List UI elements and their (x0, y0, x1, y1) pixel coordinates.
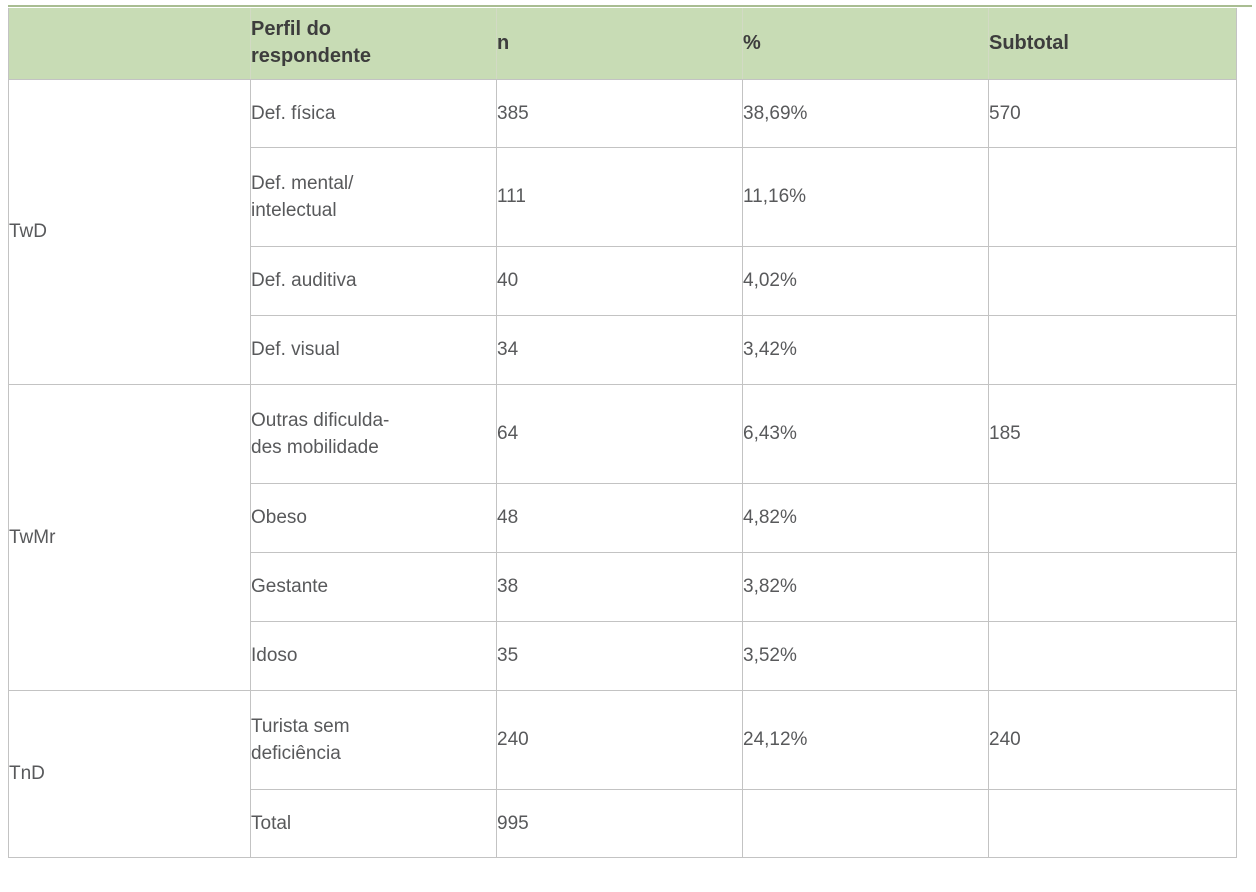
cell-n: 64 (496, 383, 743, 484)
header-cell-n: n (496, 8, 743, 80)
table-row: TnD Turista sem deficiência 240 24,12% 2… (8, 689, 1237, 858)
table-top-border (8, 5, 1252, 7)
cell-perfil: Idoso (250, 620, 497, 691)
cell-pct (742, 788, 989, 858)
cell-perfil: Obeso (250, 482, 497, 553)
cell-pct: 3,42% (742, 314, 989, 385)
cell-pct: 3,82% (742, 551, 989, 622)
cell-subtotal (988, 551, 1237, 622)
cell-subtotal: 240 (988, 689, 1237, 790)
table-row: Def. mental/ intelectual 111 11,16% (9, 146, 1237, 247)
cell-n: 40 (496, 245, 743, 316)
cell-subtotal (988, 788, 1237, 858)
header-cell-perfil: Perfil do respondente (250, 8, 497, 80)
cell-n: 38 (496, 551, 743, 622)
cell-n: 995 (496, 788, 743, 858)
cell-n: 111 (496, 146, 743, 247)
cell-pct: 24,12% (742, 689, 989, 790)
cell-subtotal: 570 (988, 78, 1237, 148)
cell-pct: 6,43% (742, 383, 989, 484)
cell-perfil: Def. mental/ intelectual (250, 146, 497, 247)
cell-perfil: Def. visual (250, 314, 497, 385)
group-cell-twd: TwD (8, 78, 251, 385)
cell-perfil: Def. auditiva (250, 245, 497, 316)
cell-n: 35 (496, 620, 743, 691)
cell-n: 385 (496, 78, 743, 148)
respondent-profile-table: Perfil do respondente n % Subtotal TwD D… (8, 8, 1237, 858)
cell-pct: 4,02% (742, 245, 989, 316)
cell-n: 240 (496, 689, 743, 790)
table-row: Total 995 (9, 788, 1237, 858)
cell-pct: 3,52% (742, 620, 989, 691)
cell-n: 48 (496, 482, 743, 553)
cell-perfil: Outras dificulda- des mobilidade (250, 383, 497, 484)
cell-perfil: Total (250, 788, 497, 858)
table-row: Gestante 38 3,82% (9, 551, 1237, 622)
header-cell-subtotal: Subtotal (988, 8, 1237, 80)
table-row: Def. visual 34 3,42% (9, 314, 1237, 385)
cell-pct: 4,82% (742, 482, 989, 553)
group-cell-tnd: TnD (8, 689, 251, 858)
cell-subtotal (988, 620, 1237, 691)
cell-subtotal (988, 314, 1237, 385)
cell-perfil: Gestante (250, 551, 497, 622)
cell-subtotal: 185 (988, 383, 1237, 484)
cell-subtotal (988, 245, 1237, 316)
header-cell-pct: % (742, 8, 989, 80)
table-row: Def. auditiva 40 4,02% (9, 245, 1237, 316)
cell-n: 34 (496, 314, 743, 385)
table-wrapper: Perfil do respondente n % Subtotal TwD D… (8, 5, 1252, 858)
cell-pct: 11,16% (742, 146, 989, 247)
cell-subtotal (988, 482, 1237, 553)
header-row: Perfil do respondente n % Subtotal (8, 8, 1237, 80)
header-cell-group (8, 8, 251, 80)
table-row: TwMr Outras dificulda- des mobilidade 64… (8, 383, 1237, 691)
group-cell-twmr: TwMr (8, 383, 251, 691)
cell-perfil: Turista sem deficiência (250, 689, 497, 790)
cell-pct: 38,69% (742, 78, 989, 148)
cell-perfil: Def. física (250, 78, 497, 148)
cell-subtotal (988, 146, 1237, 247)
table-row: TwD Def. física 385 38,69% 570 (8, 78, 1237, 385)
